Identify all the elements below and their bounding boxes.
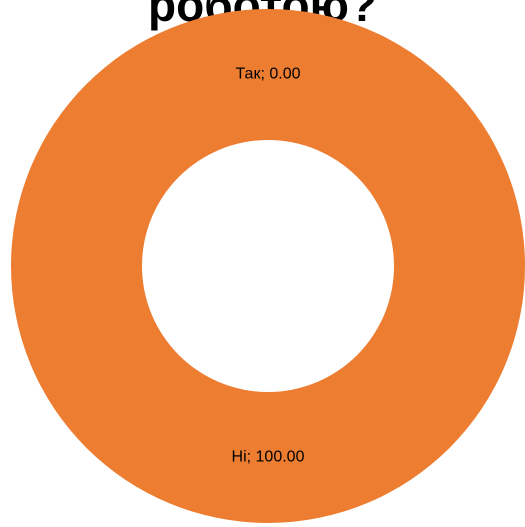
- donut-slice-Ні: [11, 9, 525, 523]
- data-label-Ні: Ні; 100.00: [232, 449, 305, 466]
- data-label-Так: Так; 0.00: [236, 66, 301, 83]
